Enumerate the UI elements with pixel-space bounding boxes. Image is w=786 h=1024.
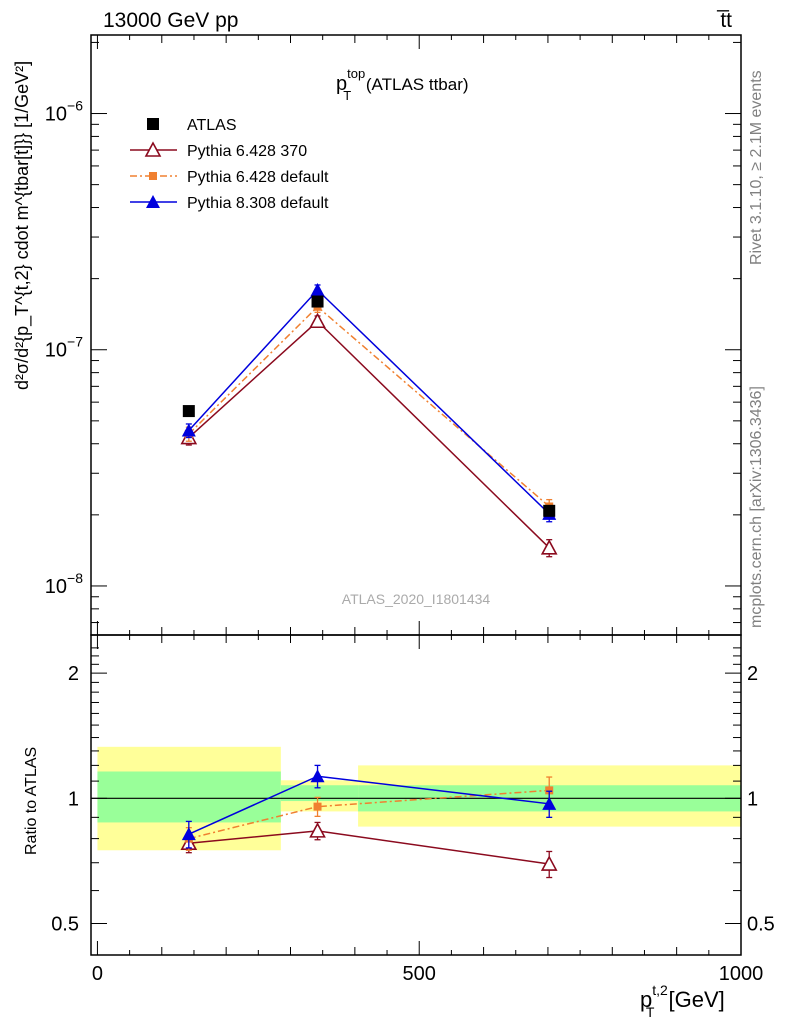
point-p370 bbox=[309, 822, 326, 838]
legend-label-data: ATLAS bbox=[187, 117, 237, 134]
x-tick-label: 500 bbox=[403, 963, 436, 985]
legend-marker-p370 bbox=[144, 141, 162, 157]
x-axis-label-main: p bbox=[640, 987, 652, 1012]
series-line-p370 bbox=[188, 320, 550, 549]
x-tick-label: 1000 bbox=[719, 963, 764, 985]
point-p370 bbox=[540, 539, 558, 555]
point-p6def bbox=[545, 786, 554, 795]
rivet-label: Rivet 3.1.10, ≥ 2.1M events bbox=[748, 70, 765, 265]
x-axis-label-sub: T bbox=[646, 1004, 655, 1020]
point-p6def bbox=[313, 802, 322, 811]
band-inner-0 bbox=[97, 771, 281, 823]
point-p370 bbox=[540, 855, 558, 871]
legend-marker-data bbox=[147, 118, 159, 130]
series-line-p6def bbox=[188, 789, 550, 840]
header-left: 13000 GeV pp bbox=[103, 9, 238, 32]
x-axis-label: pt,2 T [GeV] bbox=[640, 982, 725, 1020]
ratio-series bbox=[180, 764, 558, 879]
legend-marker-p6def bbox=[149, 172, 157, 180]
point-data bbox=[543, 504, 556, 517]
point-p8def bbox=[181, 827, 196, 841]
point-data bbox=[182, 405, 195, 418]
series-line-p8def bbox=[188, 288, 550, 515]
plot-title: ptop T (ATLAS ttbar) bbox=[336, 66, 469, 103]
point-p8def bbox=[181, 423, 196, 437]
ratio-y-axis-label: Ratio to ATLAS bbox=[23, 747, 40, 855]
x-axis-label-sup: t,2 bbox=[652, 982, 668, 998]
point-data bbox=[311, 295, 324, 308]
legend-label-p370: Pythia 6.428 370 bbox=[187, 143, 307, 160]
axes: 0 500 1000 10−8 10−7 10−6 0.5 0.5 1 1 2 2 bbox=[45, 34, 775, 985]
ratio-y-tick-label-right: 0.5 bbox=[747, 914, 775, 936]
point-p370 bbox=[309, 312, 326, 329]
ratio-plot-frame bbox=[90, 634, 742, 956]
legend-marker-p8def bbox=[146, 195, 160, 208]
x-tick-label: 0 bbox=[92, 963, 103, 985]
main-y-tick-label: 10−6 bbox=[45, 98, 83, 126]
point-p8def bbox=[310, 769, 325, 783]
ratio-y-tick-label-right: 2 bbox=[747, 663, 758, 685]
plot-title-main: p bbox=[336, 73, 347, 95]
legend-label-p6def: Pythia 6.428 default bbox=[187, 169, 329, 186]
plot-title-suffix: (ATLAS ttbar) bbox=[361, 75, 468, 94]
header-right: t̅t bbox=[716, 9, 732, 32]
ratio-y-tick-label-left: 1 bbox=[68, 788, 79, 810]
band-inner-1 bbox=[280, 785, 359, 802]
x-axis-label-suffix: [GeV] bbox=[662, 987, 724, 1012]
main-y-axis-label: d²σ/d²{p_T^{t,2} cdot m^{tbar[t]}} [1/Ge… bbox=[12, 61, 33, 390]
main-series bbox=[180, 283, 558, 558]
mcplots-label: mcplots.cern.ch [arXiv:1306.3436] bbox=[748, 386, 765, 628]
watermark: ATLAS_2020_I1801434 bbox=[342, 591, 491, 607]
series-line-p6def bbox=[188, 305, 550, 508]
legend: ATLAS Pythia 6.428 370 Pythia 6.428 defaul… bbox=[130, 117, 329, 212]
plot-title-sup: top bbox=[347, 66, 365, 81]
main-y-tick-label: 10−8 bbox=[45, 570, 83, 598]
point-p8def bbox=[542, 796, 557, 810]
plot-title-sub: T bbox=[343, 88, 351, 103]
ratio-y-tick-label-left: 2 bbox=[68, 663, 79, 685]
main-y-tick-label: 10−7 bbox=[45, 334, 83, 362]
point-p8def bbox=[310, 283, 325, 297]
ratio-y-tick-label-right: 1 bbox=[747, 788, 758, 810]
legend-label-p8def: Pythia 8.308 default bbox=[187, 195, 329, 212]
ratio-y-tick-label-left: 0.5 bbox=[51, 914, 79, 936]
